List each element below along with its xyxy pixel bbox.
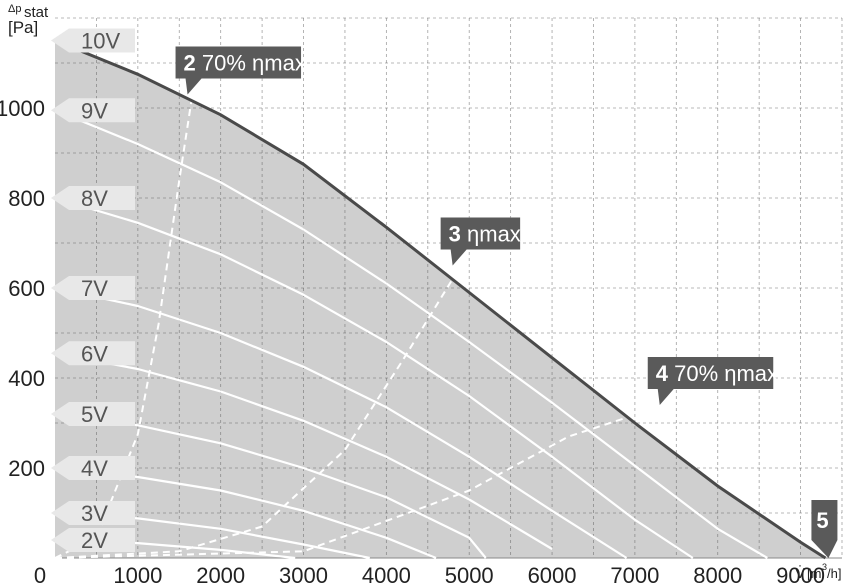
voltage-curve-8V — [54, 196, 694, 559]
callout-text: 2 70% ηmax — [184, 51, 306, 76]
x-axis-unit-prefix: [m — [807, 566, 821, 581]
callout-3: 3 ηmax — [440, 217, 521, 266]
x-axis-title: V̇ [m 3 /h] — [795, 562, 841, 582]
envelope-curve — [54, 39, 827, 560]
voltage-curve-9V — [54, 109, 768, 559]
voltage-curve-7V — [54, 286, 628, 559]
y-tick-labels: 200 400 600 800 1000 — [0, 96, 45, 481]
x-tick-label: 3000 — [279, 563, 328, 584]
callout-text: 4 70% ηmax — [656, 361, 778, 386]
callout-number: 2 — [184, 51, 196, 76]
voltage-label-6V: 6V — [51, 341, 135, 366]
voltage-label-8V: 8V — [51, 186, 135, 211]
voltage-label-text: 10V — [81, 29, 120, 54]
callouts: 2 70% ηmax 3 ηmax 4 70% ηmax 5 — [175, 46, 838, 558]
x-tick-label: 9000 — [776, 563, 825, 584]
x-tick-label: 2000 — [196, 563, 245, 584]
callout-label: ηmax — [461, 222, 521, 247]
x-axis-unit-suffix: /h] — [827, 566, 841, 581]
voltage-label-9V: 9V — [51, 98, 135, 123]
system-line-4 — [54, 408, 652, 559]
callout-box — [647, 357, 774, 405]
x-tick-label: 7000 — [610, 563, 659, 584]
voltage-label-text: 3V — [81, 501, 108, 526]
voltage-label-10V: 10V — [51, 28, 135, 54]
x-tick-label: 8000 — [693, 563, 742, 584]
x-tick-labels: 1000 2000 3000 4000 5000 6000 7000 8000 9000 — [113, 563, 825, 584]
callout-box — [440, 217, 521, 266]
voltage-label-4V: 4V — [51, 456, 135, 481]
voltage-label-text: 2V — [81, 528, 108, 553]
x-tick-label: 1000 — [113, 563, 162, 584]
y-tick-label: 1000 — [0, 96, 45, 121]
y-axis-symbol: Δp — [8, 3, 21, 15]
voltage-curve-6V — [54, 352, 553, 550]
voltage-label-tag — [51, 186, 135, 210]
voltage-label-text: 8V — [81, 186, 108, 211]
axes: 200 400 600 800 1000 1000 2000 3000 4000 5000 600… — [0, 3, 841, 584]
y-tick-label: 400 — [8, 366, 45, 391]
callout-4: 4 70% ηmax — [647, 357, 778, 405]
callout-box — [175, 46, 302, 95]
y-axis-subscript: stat — [24, 4, 49, 21]
voltage-label-text: 7V — [81, 276, 108, 301]
x-tick-label: 6000 — [528, 563, 577, 584]
y-axis-zero-label: 0 — [34, 563, 46, 584]
voltage-label-tag — [51, 276, 135, 300]
voltage-label-text: 5V — [81, 402, 108, 427]
y-tick-label: 200 — [8, 456, 45, 481]
callout-2: 2 70% ηmax — [175, 46, 306, 95]
x-tick-label: 4000 — [362, 563, 411, 584]
voltage-label-tag — [51, 98, 135, 123]
voltage-label-tag — [51, 341, 135, 366]
callout-number: 3 — [449, 222, 461, 247]
voltage-label-5V: 5V — [51, 402, 135, 427]
x-axis-unit-exp: 3 — [822, 562, 827, 572]
callout-5: 5 — [811, 500, 838, 558]
voltage-label-3V: 3V — [51, 501, 135, 526]
voltage-label-text: 4V — [81, 456, 108, 481]
callout-box — [811, 500, 838, 558]
y-axis-unit: [Pa] — [8, 18, 38, 37]
x-tick-label: 5000 — [445, 563, 494, 584]
operating-area — [55, 40, 826, 558]
voltage-label-tag — [51, 501, 135, 525]
voltage-label-7V: 7V — [51, 276, 135, 301]
y-axis-title: Δp stat [Pa] — [8, 3, 49, 37]
y-tick-label: 600 — [8, 276, 45, 301]
callout-number: 5 — [816, 508, 828, 533]
voltage-label-tag — [51, 456, 135, 480]
callout-text: 3 ηmax — [449, 222, 521, 247]
x-axis-symbol: V̇ — [795, 565, 805, 582]
voltage-curve-5V — [54, 412, 487, 559]
callout-label: 70% ηmax — [196, 51, 306, 76]
voltage-label-text: 9V — [81, 98, 108, 123]
voltage-label-2V: 2V — [51, 528, 135, 553]
system-line-3 — [54, 278, 454, 559]
envelope-curve-group — [54, 39, 827, 560]
voltage-label-tag — [51, 528, 135, 552]
voltage-label-text: 6V — [81, 341, 108, 366]
callout-number: 4 — [656, 361, 669, 386]
callout-label: 70% ηmax — [668, 361, 778, 386]
y-tick-label: 800 — [8, 186, 45, 211]
operating-area-fill — [55, 40, 826, 558]
voltage-label-tag — [51, 28, 135, 53]
voltage-label-tag — [51, 402, 135, 426]
